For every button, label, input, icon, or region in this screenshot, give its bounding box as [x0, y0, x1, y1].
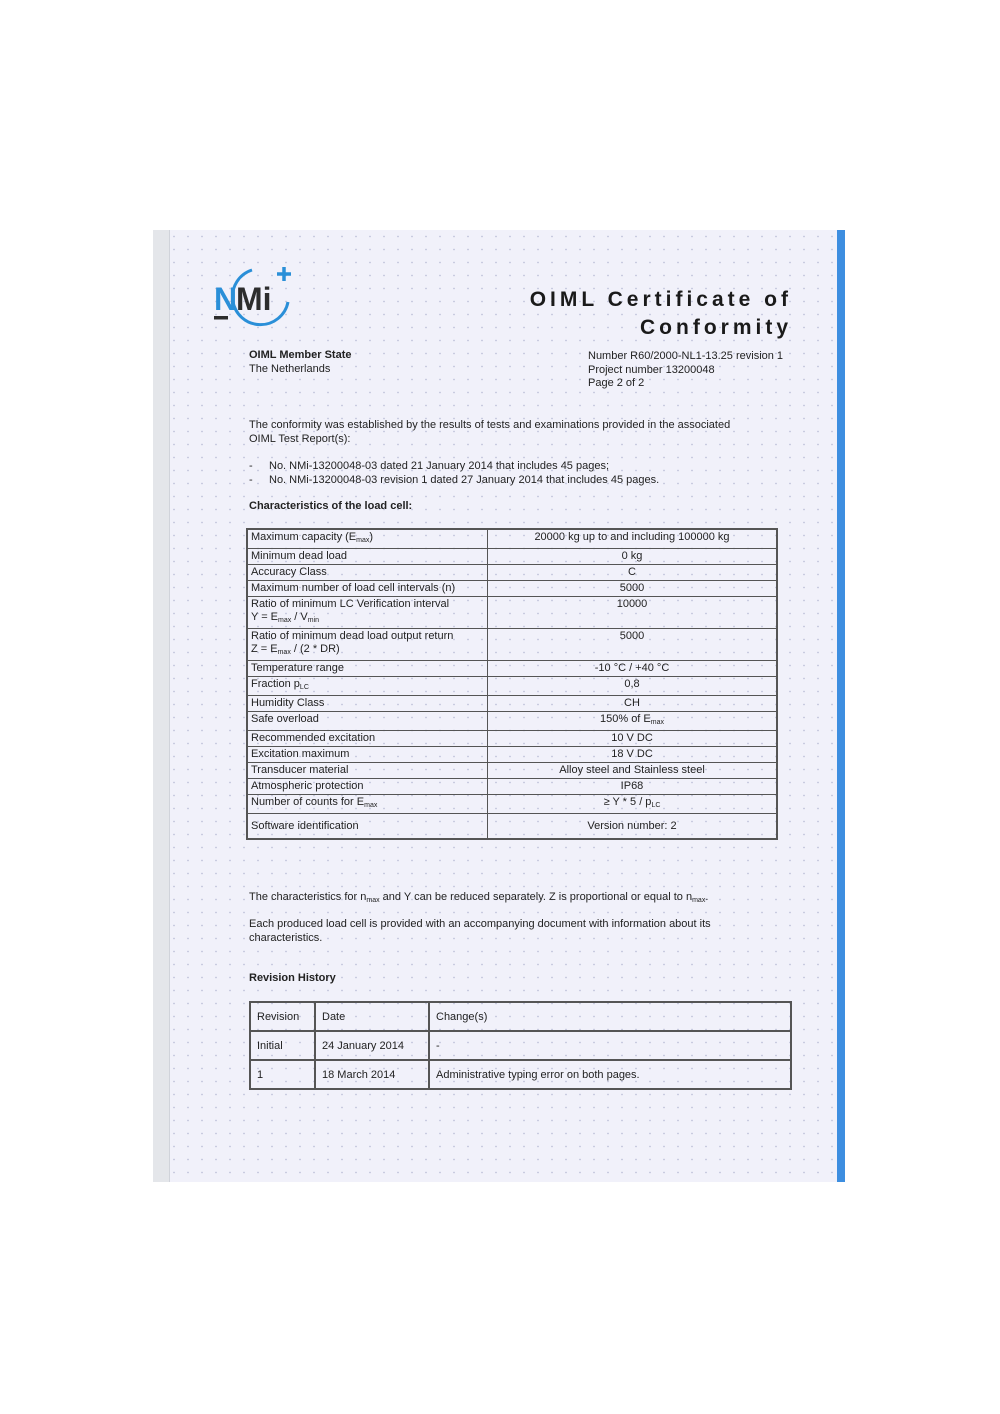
intro-text: The conformity was established by the re…	[249, 419, 730, 446]
characteristic-label: Ratio of minimum LC Verification interva…	[246, 596, 488, 629]
report-text: No. NMi-13200048-03 revision 1 dated 27 …	[269, 473, 660, 486]
note-reduction: The characteristics for nmax and Y can b…	[249, 891, 709, 904]
nmi-logo: N Mi	[214, 267, 291, 327]
characteristic-value: CH	[487, 695, 778, 712]
characteristic-value: 20000 kg up to and including 100000 kg	[487, 528, 778, 549]
svg-text:N: N	[214, 281, 237, 317]
table-row: Maximum capacity (Emax) 20000 kg up to an…	[246, 528, 778, 549]
table-row: Fraction pLC 0,8	[246, 676, 778, 696]
report-list: - No. NMi-13200048-03 dated 21 January 20…	[249, 460, 659, 487]
table-row: Number of counts for Emax ≥ Y * 5 / pLC	[246, 794, 778, 814]
characteristic-value: 150% of Emax	[487, 711, 778, 731]
intro-line: OIML Test Report(s):	[249, 432, 351, 445]
title-line-1: OIML Certificate of	[529, 288, 792, 311]
page-number: Page 2 of 2	[588, 377, 645, 389]
characteristic-value: 5000	[487, 628, 778, 661]
scan-edge-left	[153, 230, 170, 1182]
member-state: OIML Member State The Netherlands	[249, 349, 352, 376]
note-line: Each produced load cell is provided with…	[249, 918, 711, 930]
table-row: Ratio of minimum LC Verification interva…	[246, 596, 778, 629]
characteristic-value: ≥ Y * 5 / pLC	[487, 794, 778, 814]
table-row: Recommended excitation 10 V DC	[246, 730, 778, 747]
characteristic-value: Version number: 2	[487, 813, 778, 840]
table-row: Atmospheric protection IP68	[246, 778, 778, 795]
table-row: Humidity Class CH	[246, 695, 778, 712]
table-row: Software identification Version number: 2	[246, 813, 778, 840]
characteristic-label: Excitation maximum	[246, 746, 488, 763]
revision-history-heading: Revision History	[249, 972, 336, 984]
table-row: Ratio of minimum dead load output return…	[246, 628, 778, 661]
characteristics-heading: Characteristics of the load cell:	[249, 500, 413, 512]
report-item: - No. NMi-13200048-03 revision 1 dated 27…	[249, 473, 660, 486]
header-changes: Change(s)	[428, 1001, 792, 1032]
report-item: - No. NMi-13200048-03 dated 21 January 20…	[249, 460, 610, 472]
changes-cell: -	[428, 1030, 792, 1061]
characteristic-label: Recommended excitation	[246, 730, 488, 747]
characteristic-label: Transducer material	[246, 762, 488, 779]
table-row: Temperature range -10 °C / +40 °C	[246, 660, 778, 677]
table-row: Transducer material Alloy steel and Stain…	[246, 762, 778, 779]
svg-text:Mi: Mi	[236, 281, 272, 317]
note-line: characteristics.	[249, 931, 323, 944]
characteristic-value: -10 °C / +40 °C	[487, 660, 778, 677]
scan-edge-right	[837, 230, 845, 1182]
characteristic-value: 5000	[487, 580, 778, 597]
revision-cell: 1	[249, 1059, 316, 1090]
table-row: Maximum number of load cell intervals (n…	[246, 580, 778, 597]
member-state-value: The Netherlands	[249, 362, 331, 375]
certificate-number: Number R60/2000-NL1-13.25 revision 1	[588, 350, 784, 362]
certificate-title: OIML Certificate of Conformity	[440, 286, 792, 342]
characteristics-table: Maximum capacity (Emax) 20000 kg up to an…	[246, 528, 778, 840]
characteristic-label: Humidity Class	[246, 695, 488, 712]
characteristic-value: Alloy steel and Stainless steel	[487, 762, 778, 779]
characteristic-label: Accuracy Class	[246, 564, 488, 581]
table-row: Excitation maximum 18 V DC	[246, 746, 778, 763]
characteristic-value: 18 V DC	[487, 746, 778, 763]
member-state-label: OIML Member State	[249, 349, 352, 361]
characteristic-value: 10000	[487, 596, 778, 629]
project-number: Project number 13200048	[588, 363, 715, 376]
table-row: Safe overload 150% of Emax	[246, 711, 778, 731]
report-text: No. NMi-13200048-03 dated 21 January 201…	[269, 460, 610, 472]
changes-cell: Administrative typing error on both page…	[428, 1059, 792, 1090]
characteristic-value: IP68	[487, 778, 778, 795]
characteristic-value: 0 kg	[487, 548, 778, 565]
characteristic-label: Fraction pLC	[246, 676, 488, 696]
characteristic-label: Number of counts for Emax	[246, 794, 488, 814]
table-row: Minimum dead load 0 kg	[246, 548, 778, 565]
characteristic-label: Maximum capacity (Emax)	[246, 528, 488, 549]
table-header-row: Revision Date Change(s)	[249, 1001, 792, 1032]
header-date: Date	[314, 1001, 430, 1032]
characteristic-value: 10 V DC	[487, 730, 778, 747]
table-row: Initial 24 January 2014 -	[249, 1030, 792, 1061]
characteristic-label: Minimum dead load	[246, 548, 488, 565]
characteristic-label: Safe overload	[246, 711, 488, 731]
intro-line: The conformity was established by the re…	[249, 419, 731, 431]
header-revision: Revision	[249, 1001, 316, 1032]
title-line-2: Conformity	[640, 316, 792, 339]
certificate-info: Number R60/2000-NL1-13.25 revision 1 Pro…	[588, 350, 783, 391]
characteristic-label: Maximum number of load cell intervals (n…	[246, 580, 488, 597]
characteristic-label: Atmospheric protection	[246, 778, 488, 795]
revision-history-table: Revision Date Change(s) Initial 24 Janua…	[249, 1001, 792, 1090]
characteristic-label: Temperature range	[246, 660, 488, 677]
note-document: Each produced load cell is provided with…	[249, 918, 711, 945]
characteristic-value: C	[487, 564, 778, 581]
characteristic-label: Ratio of minimum dead load output return…	[246, 628, 488, 661]
characteristic-label: Software identification	[246, 813, 488, 840]
date-cell: 24 January 2014	[314, 1030, 430, 1061]
table-row: 1 18 March 2014 Administrative typing er…	[249, 1059, 792, 1090]
date-cell: 18 March 2014	[314, 1059, 430, 1090]
characteristic-value: 0,8	[487, 676, 778, 696]
table-row: Accuracy Class C	[246, 564, 778, 581]
revision-cell: Initial	[249, 1030, 316, 1061]
